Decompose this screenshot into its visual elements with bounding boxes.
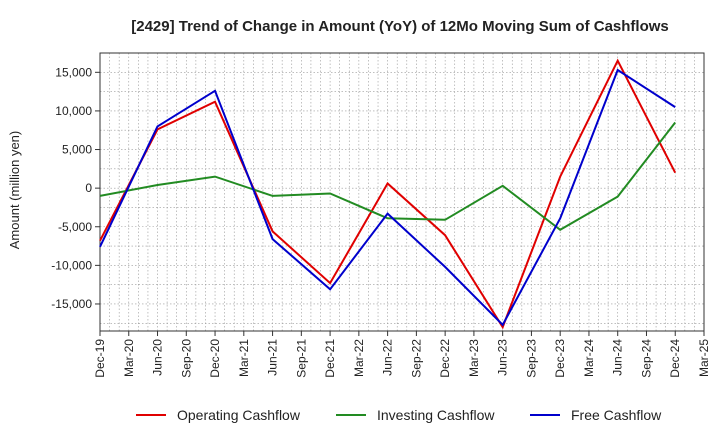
x-tick-label: Mar-23 — [467, 339, 481, 377]
x-tick-label: Sep-22 — [409, 339, 423, 378]
x-tick-label: Jun-22 — [381, 339, 395, 376]
y-tick-label: -5,000 — [58, 220, 92, 234]
x-tick-label: Mar-24 — [582, 339, 596, 377]
x-tick-label: Sep-24 — [639, 339, 653, 378]
investing-cashflow-legend-label: Investing Cashflow — [377, 407, 495, 423]
plot-area-frame — [99, 52, 705, 332]
free-cashflow-legend-label: Free Cashflow — [571, 407, 662, 423]
series-lines — [99, 58, 677, 330]
x-tick-label: Jun-23 — [496, 339, 510, 376]
x-tick-label: Mar-25 — [697, 339, 711, 377]
y-tick-label: 0 — [85, 181, 92, 195]
x-tick-label: Dec-24 — [668, 339, 682, 378]
legend: Operating Cashflow Investing Cashflow Free… — [136, 407, 662, 423]
y-tick-label: -15,000 — [51, 297, 92, 311]
x-tick-label: Mar-22 — [352, 339, 366, 377]
x-tick-label: Mar-21 — [237, 339, 251, 377]
x-tick-label: Dec-19 — [93, 339, 107, 378]
investing-cashflow-line — [99, 121, 676, 231]
y-tick-label: 5,000 — [62, 143, 92, 157]
y-tick-label: -10,000 — [51, 258, 92, 272]
x-tick-label: Sep-20 — [179, 339, 193, 378]
x-tick-label: Dec-23 — [553, 339, 567, 378]
x-tick-label: Dec-20 — [208, 339, 222, 378]
y-tick-label: 15,000 — [55, 65, 92, 79]
x-tick-label: Sep-23 — [524, 339, 538, 378]
x-tick-label: Jun-21 — [266, 339, 280, 376]
x-tick-label: Dec-21 — [323, 339, 337, 378]
x-tick-label: Jun-20 — [151, 339, 165, 376]
x-axis-ticks: Dec-19 Mar-20 Jun-20 Sep-20 Dec-20 Mar-21 Jun-… — [93, 331, 711, 378]
y-axis-ticks: 15,000 10,000 5,000 0 -5,000 -10,000 -15,000 — [51, 65, 100, 311]
grid-lines — [100, 53, 704, 331]
chart-title: [2429] Trend of Change in Amount (YoY) o… — [131, 18, 669, 35]
operating-cashflow-line — [99, 58, 677, 330]
x-tick-label: Sep-21 — [294, 339, 308, 378]
operating-cashflow-legend-label: Operating Cashflow — [177, 407, 301, 423]
y-axis-label: Amount (million yen) — [7, 131, 22, 250]
y-tick-label: 10,000 — [55, 104, 92, 118]
x-tick-label: Mar-20 — [122, 339, 136, 377]
x-tick-label: Dec-22 — [438, 339, 452, 378]
free-cashflow-line — [99, 68, 676, 327]
x-tick-label: Jun-24 — [611, 339, 625, 376]
